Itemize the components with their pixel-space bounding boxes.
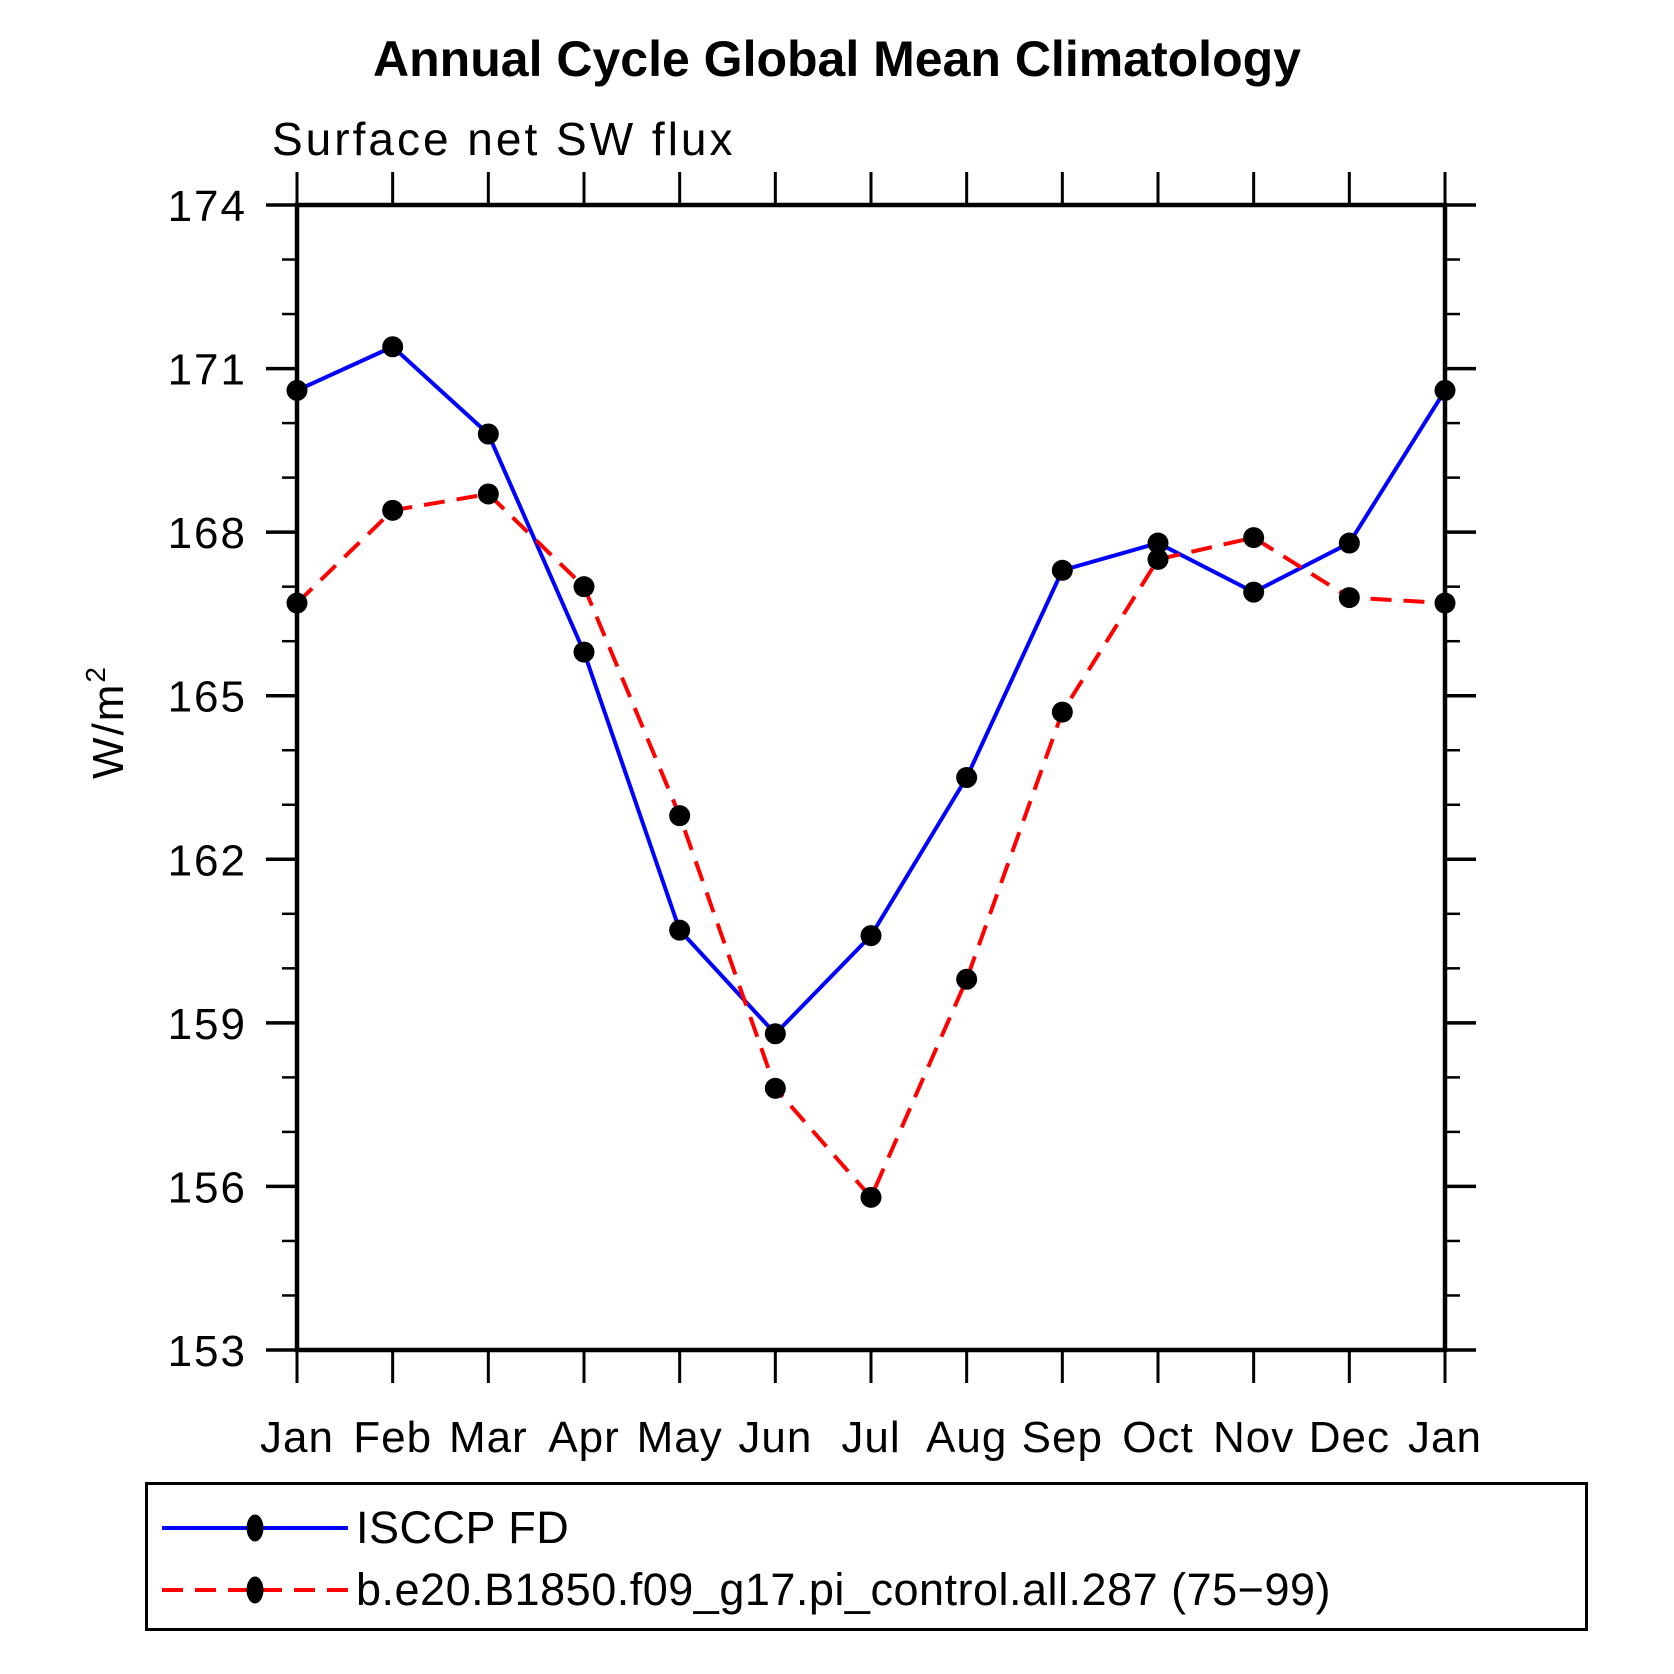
x-tick-label: Feb	[353, 1413, 432, 1462]
x-tick-label: Jun	[738, 1413, 812, 1462]
data-point-series-1	[860, 1186, 882, 1208]
y-tick-label: 156	[168, 1163, 247, 1212]
y-tick-label: 168	[168, 509, 247, 558]
data-point-series-0	[1051, 559, 1073, 581]
x-tick-label: Aug	[926, 1413, 1007, 1462]
x-tick-label: Mar	[449, 1413, 528, 1462]
y-tick-label: 174	[168, 182, 247, 231]
data-point-series-1	[764, 1077, 786, 1099]
x-tick-label: Apr	[548, 1413, 619, 1462]
x-tick-label: Oct	[1122, 1413, 1193, 1462]
data-point-series-0	[477, 423, 499, 445]
legend-sample-marker	[246, 1514, 264, 1542]
data-point-series-0	[573, 641, 595, 663]
data-point-series-0	[956, 767, 978, 788]
legend-label-series-0: ISCCP FD	[356, 1502, 570, 1553]
legend-item-series-1: b.e20.B1850.f09_g17.pi_control.all.287 (…	[160, 1559, 1585, 1621]
data-point-series-0	[1147, 532, 1169, 554]
data-point-series-1	[956, 968, 978, 990]
data-point-series-0	[1243, 581, 1265, 603]
x-tick-label: Jul	[841, 1413, 900, 1462]
data-point-series-1	[1243, 527, 1265, 549]
x-tick-label: Sep	[1022, 1413, 1103, 1462]
data-point-series-0	[286, 379, 308, 401]
y-tick-label: 171	[168, 346, 247, 395]
data-point-series-1	[1338, 587, 1360, 609]
legend-line-sample-red-dashed	[162, 1576, 348, 1604]
series-line-1	[295, 491, 1446, 1200]
x-tick-label: Nov	[1213, 1413, 1294, 1462]
data-point-series-1	[669, 805, 691, 827]
data-point-series-1	[1051, 701, 1073, 723]
data-point-series-0	[669, 919, 691, 941]
data-point-series-1	[286, 592, 308, 614]
x-tick-label: Dec	[1309, 1413, 1390, 1462]
plot-frame	[294, 202, 1448, 1353]
chart-title: Annual Cycle Global Mean Climatology	[373, 31, 1301, 87]
legend-label-series-1: b.e20.B1850.f09_g17.pi_control.all.287 (…	[356, 1564, 1331, 1615]
x-tick-label: Jan	[1408, 1413, 1482, 1462]
data-point-series-0	[764, 1023, 786, 1045]
y-tick-label: 159	[168, 1000, 247, 1049]
x-tick-label: Jan	[260, 1413, 334, 1462]
chart-subtitle: Surface net SW flux	[272, 113, 736, 165]
legend-item-series-0: ISCCP FD	[160, 1497, 1585, 1559]
legend-box: ISCCP FD b.e20.B1850.f09_g17.pi_control.…	[145, 1482, 1588, 1631]
data-point-series-1	[382, 499, 404, 521]
legend-sample-marker	[246, 1576, 264, 1604]
data-point-series-0	[1338, 532, 1360, 554]
data-point-series-0	[1434, 379, 1456, 401]
data-point-series-0	[860, 925, 882, 947]
data-point-series-1	[573, 576, 595, 598]
y-tick-label: 162	[168, 836, 247, 885]
legend-line-sample-blue-solid	[162, 1514, 348, 1542]
data-point-series-1	[477, 483, 499, 505]
x-tick-label: May	[637, 1413, 723, 1462]
y-tick-label: 153	[168, 1327, 247, 1376]
data-point-series-0	[382, 336, 404, 358]
data-point-series-1	[1147, 548, 1169, 570]
data-point-series-1	[1434, 592, 1456, 614]
y-tick-label: 165	[168, 673, 247, 722]
